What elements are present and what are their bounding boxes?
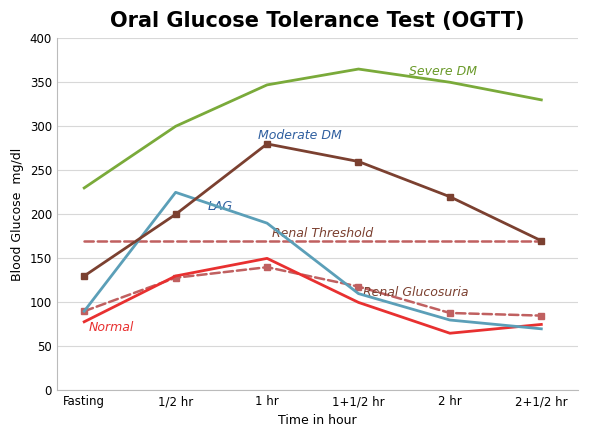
Text: Moderate DM: Moderate DM bbox=[258, 130, 342, 142]
Title: Oral Glucose Tolerance Test (OGTT): Oral Glucose Tolerance Test (OGTT) bbox=[110, 11, 525, 31]
Text: LAG: LAG bbox=[208, 200, 233, 213]
Text: Normal: Normal bbox=[89, 321, 134, 334]
Y-axis label: Blood Glucose  mg/dl: Blood Glucose mg/dl bbox=[11, 148, 24, 281]
Text: Severe DM: Severe DM bbox=[409, 65, 477, 78]
X-axis label: Time in hour: Time in hour bbox=[278, 414, 357, 427]
Text: Renal Glucosuria: Renal Glucosuria bbox=[363, 286, 468, 299]
Text: Renal Threshold: Renal Threshold bbox=[272, 227, 373, 240]
